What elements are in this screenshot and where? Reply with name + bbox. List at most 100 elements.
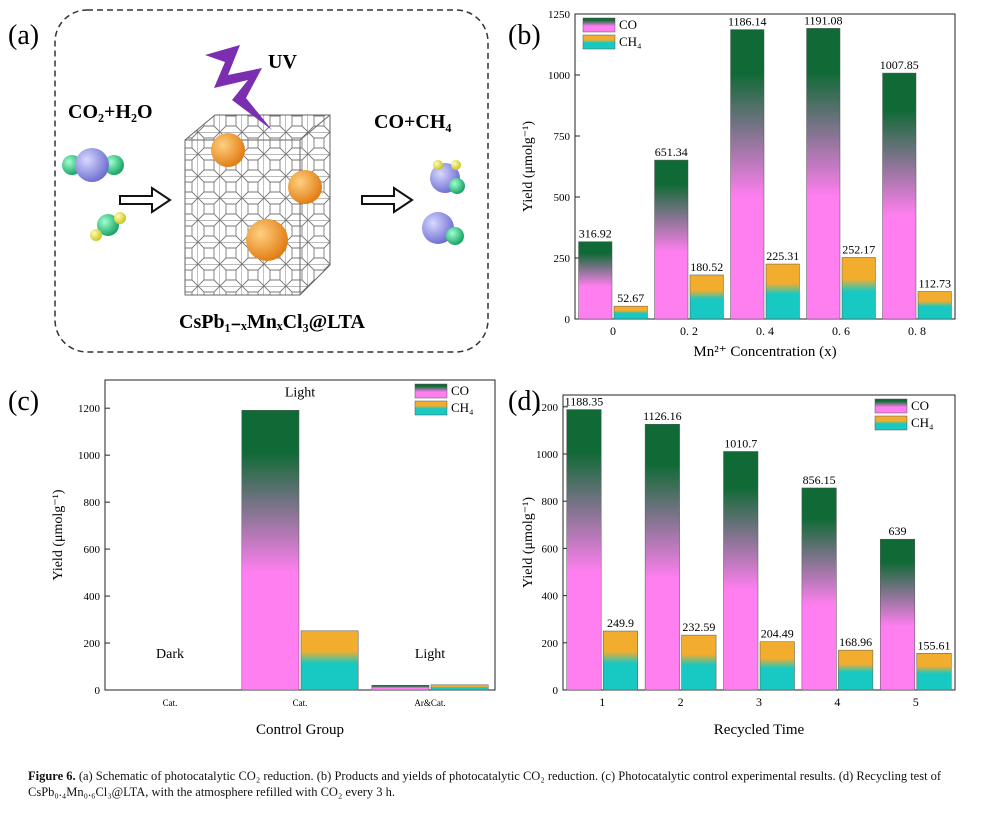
schematic-frame bbox=[54, 9, 489, 353]
bar bbox=[917, 291, 952, 320]
legend-swatch bbox=[874, 415, 908, 431]
legend-label: CO bbox=[911, 398, 929, 413]
sphere bbox=[211, 133, 245, 167]
figure-panels: (a) UV CO₂+H₂O CO+CH₄ CsPb₁₋ₓMnₓCl₃@LTA … bbox=[8, 9, 956, 738]
x-tick-label: 1 bbox=[599, 695, 605, 709]
caption-text: (a) Schematic of photocatalytic CO₂ redu… bbox=[28, 769, 942, 799]
data-label: 856.15 bbox=[803, 473, 836, 487]
legend-swatch bbox=[582, 34, 616, 50]
y-tick-label: 1200 bbox=[78, 403, 101, 415]
data-label: 651.34 bbox=[655, 145, 688, 159]
bar bbox=[681, 634, 717, 691]
y-tick-label: 800 bbox=[542, 496, 559, 508]
bar bbox=[880, 538, 916, 691]
data-label: 639 bbox=[889, 524, 907, 538]
bar bbox=[654, 159, 689, 320]
bar bbox=[566, 409, 602, 691]
bar bbox=[723, 451, 759, 691]
uv-bolt bbox=[205, 45, 272, 130]
data-label: 252.17 bbox=[842, 242, 875, 256]
x-tick-label: 0. 4 bbox=[756, 324, 774, 338]
data-label: 155.61 bbox=[918, 638, 951, 652]
reactants: CO₂+H₂O bbox=[68, 101, 153, 123]
x-tick-label: 5 bbox=[913, 695, 919, 709]
data-label: 168.96 bbox=[839, 635, 872, 649]
y-tick-label: 800 bbox=[84, 497, 101, 509]
data-label: 232.59 bbox=[682, 620, 715, 634]
arrow bbox=[361, 186, 414, 214]
x-tick-label: 2 bbox=[678, 695, 684, 709]
bar bbox=[644, 423, 680, 691]
caption-label: Figure 6. bbox=[28, 769, 76, 783]
lattice bbox=[184, 114, 331, 296]
legend-swatch bbox=[874, 398, 908, 414]
plot-frame bbox=[562, 394, 956, 691]
products: CO+CH₄ bbox=[374, 111, 451, 133]
bar bbox=[882, 72, 917, 320]
y-tick-label: 200 bbox=[84, 638, 101, 650]
y-tick-label: 400 bbox=[542, 591, 559, 603]
data-label: 249.9 bbox=[607, 616, 634, 630]
y-tick-label: 600 bbox=[84, 544, 101, 556]
bar bbox=[916, 653, 952, 691]
bar bbox=[613, 305, 648, 320]
sphere bbox=[246, 219, 288, 261]
panel-label: (b) bbox=[508, 20, 541, 51]
sphere bbox=[288, 170, 322, 204]
x-tick-label: Cat. bbox=[293, 698, 308, 708]
schematic: (a) UV CO₂+H₂O CO+CH₄ CsPb₁₋ₓMnₓCl₃@LTA bbox=[8, 9, 489, 353]
x-tick-label: Ar&Cat. bbox=[414, 698, 445, 708]
x-tick-label: 0. 8 bbox=[908, 324, 926, 338]
molecules bbox=[62, 148, 465, 245]
data-label: 52.67 bbox=[617, 291, 644, 305]
legend-label: CH₄ bbox=[619, 34, 642, 49]
data-label: 180.52 bbox=[690, 260, 723, 274]
annotation: Dark bbox=[156, 647, 184, 662]
x-axis-label: Control Group bbox=[256, 722, 344, 738]
data-label: 1010.7 bbox=[724, 436, 757, 450]
legend-label: CH₄ bbox=[451, 400, 474, 415]
y-axis-label: Yield (μmolg⁻¹) bbox=[521, 121, 536, 212]
annotation: Light bbox=[285, 385, 315, 400]
plot-frame bbox=[574, 13, 956, 320]
bar bbox=[578, 241, 613, 320]
material: CsPb₁₋ₓMnₓCl₃@LTA bbox=[179, 311, 366, 333]
data-label: 1126.16 bbox=[643, 409, 682, 423]
bar bbox=[300, 630, 359, 691]
legend-label: CO bbox=[451, 383, 469, 398]
panel-label: (a) bbox=[8, 20, 39, 51]
data-label: 316.92 bbox=[579, 227, 612, 241]
data-label: 112.73 bbox=[918, 276, 951, 290]
bar bbox=[759, 641, 795, 691]
bar bbox=[806, 28, 841, 320]
y-tick-label: 500 bbox=[554, 192, 571, 204]
y-tick-label: 1000 bbox=[78, 450, 101, 462]
x-tick-label: 4 bbox=[834, 695, 840, 709]
y-tick-label: 0 bbox=[95, 685, 101, 697]
x-tick-label: Cat. bbox=[163, 698, 178, 708]
x-axis-label: Mn²⁺ Concentration (x) bbox=[693, 344, 836, 360]
data-label: 1007.85 bbox=[880, 58, 919, 72]
y-axis-label: Yield (μmolg⁻¹) bbox=[51, 489, 66, 580]
data-label: 225.31 bbox=[766, 249, 799, 263]
bar bbox=[841, 257, 876, 320]
bar bbox=[689, 274, 724, 320]
annotation: Light bbox=[415, 647, 445, 662]
legend-label: CH₄ bbox=[911, 415, 934, 430]
y-tick-label: 1200 bbox=[536, 402, 559, 414]
legend-swatch bbox=[414, 400, 448, 416]
bar bbox=[430, 684, 489, 691]
bar bbox=[801, 487, 837, 691]
x-tick-label: 0. 6 bbox=[832, 324, 850, 338]
y-tick-label: 1000 bbox=[536, 449, 559, 461]
bar bbox=[730, 29, 765, 320]
y-tick-label: 200 bbox=[542, 638, 559, 650]
legend-swatch bbox=[414, 383, 448, 399]
x-tick-label: 3 bbox=[756, 695, 762, 709]
data-label: 1188.35 bbox=[565, 395, 604, 409]
data-label: 1191.08 bbox=[804, 13, 843, 27]
data-label: 204.49 bbox=[761, 627, 794, 641]
data-label: 1186.14 bbox=[728, 15, 767, 29]
y-tick-label: 0 bbox=[553, 685, 559, 697]
